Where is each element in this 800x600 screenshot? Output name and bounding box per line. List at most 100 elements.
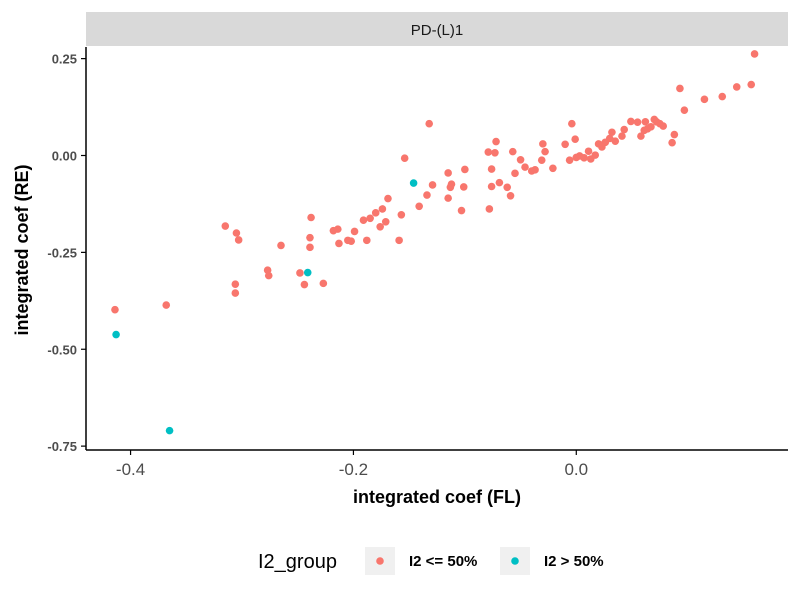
data-point-low-i2 [608, 128, 616, 137]
data-point-low-i2 [232, 229, 241, 237]
data-point-low-i2 [572, 153, 581, 162]
data-point-low-i2 [378, 205, 387, 213]
y-tick-label: -0.75 [47, 439, 77, 454]
data-point-low-i2 [428, 181, 437, 189]
data-point-low-i2 [633, 118, 642, 126]
data-point-low-i2 [618, 132, 626, 140]
data-point-low-i2 [366, 214, 374, 223]
data-point-low-i2 [485, 205, 494, 213]
data-point-low-i2 [306, 233, 314, 242]
data-point-low-i2 [459, 183, 468, 191]
data-point-high-i2 [409, 179, 418, 187]
data-point-low-i2 [680, 106, 689, 114]
y-axis-title: integrated coef (RE) [12, 164, 32, 335]
data-point-low-i2 [537, 156, 546, 164]
data-point-low-i2 [700, 95, 709, 104]
data-point-low-i2 [641, 117, 650, 126]
data-point-low-i2 [234, 236, 243, 244]
data-point-high-i2 [112, 330, 120, 339]
data-point-low-i2 [586, 155, 595, 163]
legend-swatch-low [376, 557, 384, 565]
facet-label: PD-(L)1 [411, 22, 464, 39]
data-point-low-i2 [637, 132, 645, 140]
data-point-low-i2 [400, 154, 409, 163]
data-point-low-i2 [397, 210, 406, 219]
data-point-low-i2 [527, 167, 536, 175]
data-point-low-i2 [511, 169, 519, 178]
data-points [111, 50, 759, 435]
x-tick-label: -0.2 [339, 460, 368, 479]
data-point-low-i2 [747, 80, 756, 89]
data-point-low-i2 [503, 183, 512, 192]
x-ticks: -0.4 -0.2 0.0 [116, 450, 588, 479]
data-point-low-i2 [568, 119, 576, 128]
data-point-low-i2 [620, 125, 628, 134]
data-point-low-i2 [491, 148, 499, 157]
data-point-low-i2 [516, 155, 525, 164]
data-point-low-i2 [376, 223, 384, 231]
data-point-low-i2 [306, 243, 314, 252]
data-point-low-i2 [395, 236, 403, 245]
data-point-low-i2 [640, 126, 649, 135]
data-point-low-i2 [423, 191, 431, 199]
data-point-low-i2 [111, 305, 119, 314]
data-point-low-i2 [371, 209, 380, 217]
data-point-low-i2 [495, 178, 504, 187]
data-point-low-i2 [231, 280, 240, 288]
data-point-low-i2 [350, 227, 359, 236]
data-point-low-i2 [676, 84, 684, 93]
data-point-low-i2 [263, 266, 272, 275]
data-point-low-i2 [444, 194, 452, 202]
data-point-low-i2 [162, 301, 171, 309]
data-point-low-i2 [650, 115, 659, 124]
data-point-low-i2 [384, 194, 392, 203]
data-point-low-i2 [446, 183, 455, 192]
data-point-low-i2 [457, 206, 466, 215]
data-point-low-i2 [296, 269, 304, 277]
data-point-low-i2 [561, 140, 569, 149]
data-point-low-i2 [539, 140, 547, 148]
legend-title: I2_group [258, 551, 337, 573]
data-point-low-i2 [487, 165, 496, 173]
data-point-low-i2 [307, 213, 315, 222]
data-point-low-i2 [541, 147, 549, 156]
legend-label-high: I2 > 50% [544, 553, 604, 570]
data-point-low-i2 [484, 148, 493, 156]
y-tick-label: 0.25 [52, 52, 77, 67]
legend-swatch-high [511, 557, 519, 565]
data-point-high-i2 [303, 268, 312, 277]
data-point-low-i2 [300, 280, 309, 289]
data-point-low-i2 [571, 135, 579, 144]
data-point-low-i2 [750, 50, 759, 58]
facet-strip [86, 12, 788, 46]
data-point-low-i2 [344, 236, 352, 245]
data-point-low-i2 [668, 138, 676, 147]
x-tick-label: 0.0 [564, 460, 588, 479]
data-point-low-i2 [319, 279, 328, 288]
data-point-low-i2 [670, 130, 679, 139]
y-tick-label: -0.50 [47, 342, 77, 357]
data-point-low-i2 [329, 226, 338, 235]
x-tick-label: -0.4 [116, 460, 145, 479]
data-point-low-i2 [594, 140, 603, 148]
y-tick-label: -0.25 [47, 245, 77, 260]
data-point-low-i2 [415, 202, 423, 211]
data-point-low-i2 [718, 92, 727, 101]
data-point-high-i2 [165, 426, 174, 435]
data-point-low-i2 [492, 137, 500, 146]
data-point-low-i2 [359, 216, 368, 225]
legend-label-low: I2 <= 50% [409, 553, 477, 570]
data-point-low-i2 [444, 169, 452, 177]
data-point-low-i2 [506, 192, 515, 200]
y-ticks: 0.25 0.00 -0.25 -0.50 -0.75 [47, 52, 86, 454]
data-point-low-i2 [425, 119, 434, 128]
x-axis-title: integrated coef (FL) [353, 487, 521, 507]
y-tick-label: 0.00 [52, 149, 77, 164]
data-point-low-i2 [335, 239, 343, 248]
data-point-low-i2 [565, 156, 574, 164]
data-point-low-i2 [277, 241, 285, 250]
data-point-low-i2 [381, 217, 390, 226]
data-point-low-i2 [221, 222, 230, 230]
legend: I2_group I2 <= 50% I2 > 50% [258, 547, 604, 575]
